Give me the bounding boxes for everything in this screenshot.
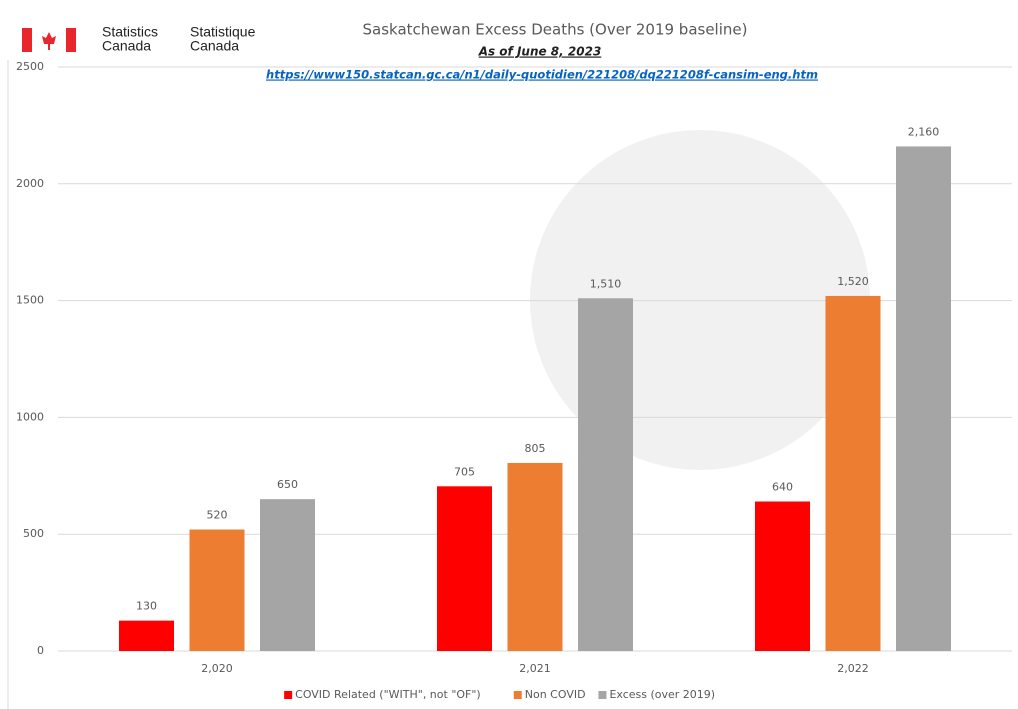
legend-label: Non COVID xyxy=(525,688,586,701)
y-tick-label: 2000 xyxy=(16,177,44,190)
logo-flag xyxy=(66,28,76,52)
bar xyxy=(119,620,174,651)
bar xyxy=(437,486,492,651)
logo-text: Canada xyxy=(102,38,151,54)
x-tick-label: 2,021 xyxy=(519,662,551,675)
bar xyxy=(578,298,633,651)
legend-label: COVID Related ("WITH", not "OF") xyxy=(295,688,481,701)
x-tick-label: 2,020 xyxy=(201,662,233,675)
legend-swatch xyxy=(598,691,607,699)
bar xyxy=(825,295,881,651)
bar xyxy=(260,499,315,651)
value-label: 130 xyxy=(136,600,157,613)
chart-title: Saskatchewan Excess Deaths (Over 2019 ba… xyxy=(363,21,748,39)
legend-label: Excess (over 2019) xyxy=(609,688,715,701)
y-tick-label: 500 xyxy=(23,527,44,540)
bar xyxy=(507,462,563,651)
logo-text: Canada xyxy=(190,38,239,54)
logo-flag xyxy=(22,28,32,52)
logo-text: Statistique xyxy=(190,24,256,40)
value-label: 2,160 xyxy=(908,125,940,138)
logo-leaf xyxy=(42,32,56,50)
value-label: 1,510 xyxy=(590,277,622,290)
value-label: 640 xyxy=(772,480,793,493)
value-label: 805 xyxy=(525,442,546,455)
legend-swatch xyxy=(513,691,522,699)
y-tick-label: 0 xyxy=(37,644,44,657)
chart-subtitle: As of June 8, 2023 xyxy=(478,45,602,59)
bar xyxy=(189,529,245,651)
value-label: 1,520 xyxy=(837,275,869,288)
y-tick-label: 1500 xyxy=(16,294,44,307)
value-label: 705 xyxy=(454,465,475,478)
y-tick-label: 2500 xyxy=(16,60,44,73)
legend-swatch xyxy=(284,691,293,699)
logo-text: Statistics xyxy=(102,24,158,40)
value-label: 650 xyxy=(277,478,298,491)
source-link[interactable]: https://www150.statcan.gc.ca/n1/daily-qu… xyxy=(266,68,818,82)
x-tick-label: 2,022 xyxy=(837,662,869,675)
value-label: 520 xyxy=(207,509,228,522)
bar xyxy=(896,146,951,651)
y-tick-label: 1000 xyxy=(16,410,44,423)
bar xyxy=(755,501,810,651)
